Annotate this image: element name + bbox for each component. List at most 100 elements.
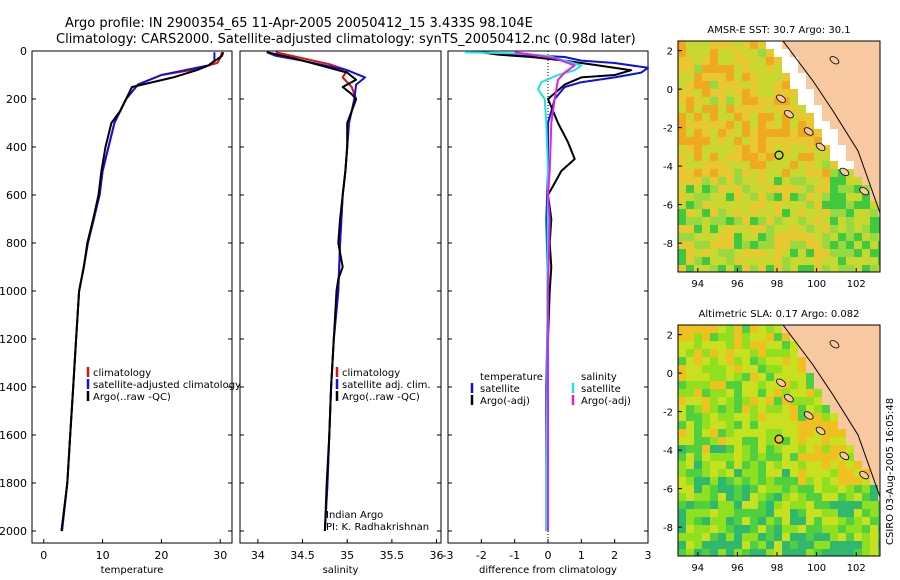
map-cell [774,381,782,389]
map-cell [790,41,798,49]
map-cell [734,113,742,121]
map-cell [830,533,838,541]
x-tick-label: 35.5 [380,549,405,562]
map-cell [814,241,822,249]
map-cell [766,437,774,445]
map-cell [798,389,806,397]
map-cell [774,421,782,429]
map-cell [734,325,742,333]
map-cell [750,145,758,153]
map-cell [822,397,830,405]
map-cell [686,249,694,257]
map-cell [822,405,830,413]
map-cell [734,365,742,373]
map-cell [686,209,694,217]
map-cell [822,65,830,73]
series-line-satellite-adjusted-climatology [61,52,216,532]
map-cell [862,121,870,129]
map-cell [758,341,766,349]
map-cell [838,413,846,421]
map-cell [718,349,726,357]
map-cell [678,105,686,113]
map-cell [678,65,686,73]
map-cell [822,89,830,97]
map-cell [830,453,838,461]
map-cell [758,249,766,257]
map-cell [726,541,734,549]
map-cell [758,201,766,209]
map-cell [846,193,854,201]
map-cell [734,73,742,81]
map-cell [838,429,846,437]
map-cell [678,57,686,65]
map-cell [798,113,806,121]
map-cell [854,73,862,81]
map-cell [766,509,774,517]
map-cell [822,437,830,445]
map-cell [750,485,758,493]
map-cell [870,389,878,397]
map-cell [790,161,798,169]
map-cell [686,73,694,81]
map-cell [726,185,734,193]
map-cell [846,201,854,209]
map-cell [774,397,782,405]
map-cell [702,137,710,145]
map-cell [710,477,718,485]
map-cell [726,177,734,185]
map-cell [822,365,830,373]
map-cell [726,525,734,533]
map-cell [742,121,750,129]
map-cell [798,397,806,405]
map-cell [814,541,822,549]
map-cell [830,517,838,525]
map-cell [742,161,750,169]
map-cell [718,153,726,161]
map-cell [846,57,854,65]
map-cell [798,349,806,357]
map-cell [854,357,862,365]
map-cell [862,153,870,161]
map-cell [878,437,880,445]
map-cell [798,421,806,429]
map-cell [694,421,702,429]
map-cell [694,225,702,233]
map-cell [878,217,880,225]
map-cell [750,57,758,65]
map-cell [710,429,718,437]
map-cell [862,201,870,209]
map-cell [830,201,838,209]
map-cell [766,549,774,556]
map-cell [878,485,880,493]
map-cell [814,493,822,501]
map-cell [846,241,854,249]
map-cell [846,549,854,556]
map-cell [686,121,694,129]
map-cell [766,325,774,333]
map-cell [870,453,878,461]
map-cell [782,405,790,413]
map-cell [878,341,880,349]
map-cell [814,201,822,209]
map-cell [742,57,750,65]
map-cell [726,373,734,381]
map-cell [710,161,718,169]
map-cell [830,233,838,241]
map-cell [694,413,702,421]
map-cell [766,225,774,233]
map-cell [822,493,830,501]
map-cell [678,225,686,233]
map-cell [742,509,750,517]
map-cell [862,549,870,556]
map-cell [694,201,702,209]
map-cell [702,185,710,193]
map-cell [782,249,790,257]
map-cell [774,185,782,193]
map-cell [686,57,694,65]
map-cell [814,349,822,357]
map-cell [694,509,702,517]
map-cell [734,541,742,549]
map-cell [726,349,734,357]
map-cell [846,225,854,233]
map-cell [798,89,806,97]
